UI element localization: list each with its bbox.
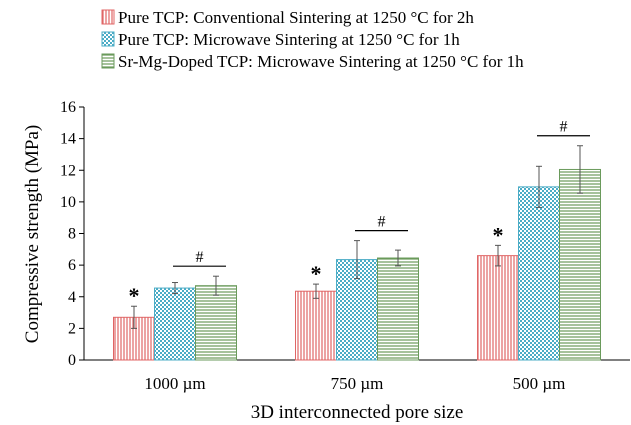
legend-label-3: Sr-Mg-Doped TCP: Microwave Sintering at … [118,52,524,71]
significance-marks: * # * # * # [129,119,590,308]
y-axis: 0 2 4 6 8 10 12 14 16 [60,99,85,369]
y-tick-label: 4 [68,289,76,306]
significance-hash: # [196,249,204,266]
bar-3-3 [559,168,601,361]
significance-star: * [129,283,140,308]
bar-3-1 [195,285,237,361]
x-category-label: 500 µm [513,374,566,393]
significance-star: * [493,222,504,247]
y-tick-label: 14 [60,131,76,148]
y-tick-label: 16 [60,99,76,116]
x-axis-title: 3D interconnected pore size [251,402,464,423]
legend-swatch-1 [101,9,115,25]
y-tick-label: 10 [60,194,76,211]
error-bars [131,145,583,329]
bar-2-3 [518,186,560,361]
y-axis-title: Compressive strength (MPa) [22,125,43,343]
y-tick-label: 2 [68,320,76,337]
bar-1-3 [477,255,519,361]
y-tick-label: 6 [68,257,76,274]
x-category-label: 750 µm [331,374,384,393]
y-tick-label: 8 [68,226,76,243]
significance-hash: # [560,119,568,136]
bars [113,168,601,361]
legend-label-1: Pure TCP: Conventional Sintering at 1250… [118,8,474,27]
significance-star: * [311,261,322,286]
bar-1-2 [295,290,337,361]
y-tick-label: 12 [60,162,76,179]
y-tick-label: 0 [68,352,76,369]
legend: Pure TCP: Conventional Sintering at 1250… [101,8,524,71]
bar-3-2 [377,257,419,361]
legend-swatch-3 [101,53,115,69]
significance-hash: # [378,214,386,231]
x-category-label: 1000 µm [144,374,205,393]
legend-swatch-2 [101,31,115,47]
legend-label-2: Pure TCP: Microwave Sintering at 1250 °C… [118,30,460,49]
bar-2-1 [154,287,196,361]
x-axis: 1000 µm 750 µm 500 µm [84,359,630,393]
